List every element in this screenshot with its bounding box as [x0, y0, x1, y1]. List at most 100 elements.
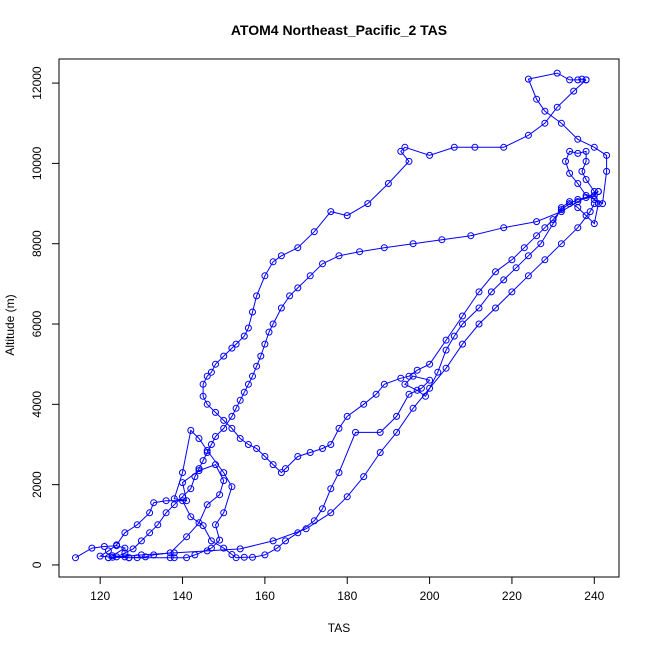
data-point [187, 485, 195, 493]
data-point [244, 380, 252, 388]
data-point [142, 553, 149, 561]
data-point [541, 119, 549, 127]
data-point [179, 469, 186, 477]
data-point [294, 453, 302, 460]
data-point [253, 445, 261, 452]
data-point [582, 76, 590, 84]
data-point [566, 147, 574, 155]
data-point [562, 157, 569, 165]
data-point [191, 473, 199, 481]
data-point [282, 465, 289, 473]
data-point [228, 424, 236, 432]
data-point [150, 551, 158, 559]
y-tick-label: 8000 [30, 230, 44, 257]
data-point [150, 499, 158, 507]
data-point [261, 453, 269, 460]
data-point [459, 312, 466, 320]
data-point [253, 292, 261, 300]
data-point [212, 360, 219, 368]
data-point [500, 143, 508, 151]
data-point [566, 76, 574, 84]
x-tick-label: 200 [420, 589, 440, 603]
data-point [557, 119, 565, 127]
series-line [75, 72, 608, 559]
series-1 [72, 69, 611, 562]
data-point [146, 509, 154, 517]
data-point [413, 366, 421, 374]
data-point [203, 547, 211, 555]
data-point [162, 497, 170, 505]
data-point [179, 493, 186, 501]
data-point [549, 216, 557, 224]
series-4 [104, 200, 598, 562]
data-point [500, 224, 508, 232]
data-point [228, 344, 236, 352]
data-point [240, 332, 248, 340]
data-point [203, 449, 211, 456]
data-point [492, 268, 499, 276]
data-point [380, 244, 388, 252]
data-point [212, 408, 219, 416]
data-point [125, 554, 133, 562]
y-tick-label: 10000 [30, 146, 44, 180]
data-point [183, 533, 191, 541]
data-point [376, 449, 384, 456]
data-point [216, 491, 224, 499]
data-point [273, 544, 281, 552]
data-point [249, 372, 256, 380]
data-point [426, 360, 434, 368]
data-point [356, 248, 364, 256]
data-point [286, 292, 294, 300]
data-point [426, 384, 434, 392]
data-point [179, 479, 186, 487]
data-point [557, 240, 565, 248]
data-point [413, 386, 421, 394]
data-point [207, 368, 215, 376]
data-point [327, 208, 335, 216]
data-point [570, 87, 578, 95]
chart-title: ATOM4 Northeast_Pacific_2 TAS [231, 22, 447, 38]
series-layer [72, 69, 611, 562]
data-point [236, 545, 244, 553]
data-point [343, 412, 351, 420]
data-point [269, 537, 277, 545]
data-point [327, 441, 335, 448]
data-point [426, 151, 434, 159]
data-point [199, 392, 207, 400]
data-point [508, 256, 516, 264]
data-point [319, 445, 326, 452]
data-point [327, 509, 335, 517]
data-point [537, 240, 545, 248]
data-point [520, 244, 528, 252]
data-point [327, 485, 335, 493]
data-point [306, 272, 314, 280]
data-point [232, 554, 240, 562]
data-point [294, 244, 302, 252]
data-point [265, 328, 273, 336]
y-tick-label: 4000 [30, 391, 44, 418]
data-point [261, 272, 269, 280]
series-line [108, 191, 599, 559]
x-tick-label: 120 [90, 589, 110, 603]
data-point [335, 424, 343, 432]
data-point [154, 521, 162, 529]
data-point [183, 554, 191, 562]
data-point [582, 212, 590, 220]
data-point [207, 441, 215, 448]
data-point [121, 544, 129, 552]
data-point [166, 554, 174, 562]
data-point [578, 75, 586, 83]
data-point [277, 304, 285, 312]
data-point [500, 276, 508, 284]
data-point [541, 224, 549, 232]
data-point [459, 320, 466, 328]
data-point [508, 288, 516, 296]
data-point [269, 461, 277, 469]
data-point [417, 384, 425, 392]
data-point [220, 477, 228, 485]
data-point [335, 252, 343, 260]
data-point [574, 198, 582, 206]
data-point [487, 288, 495, 296]
data-point [306, 449, 314, 456]
